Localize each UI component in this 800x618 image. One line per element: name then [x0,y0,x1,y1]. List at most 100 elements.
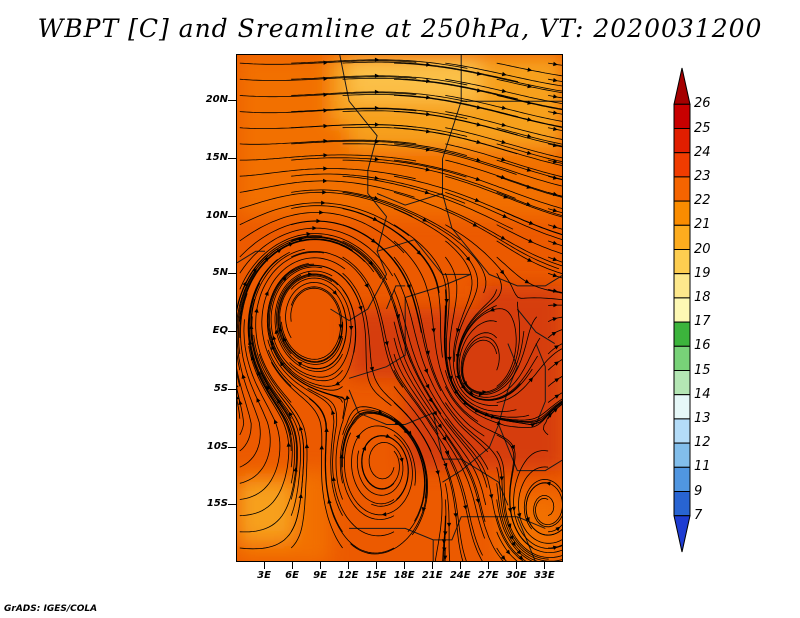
streamline-arrow-75 [528,238,534,243]
lon-tick-mark [348,562,350,569]
colorbar-swatch [673,321,691,347]
streamline-arrow-55 [552,175,558,180]
streamline-arrow-185 [385,433,391,438]
streamline-arrow-11 [501,88,507,93]
lon-tick-label: 15E [365,570,387,581]
streamline-arrow-42 [323,153,328,158]
lat-tick-mark [228,446,236,448]
streamline-arrow-91 [312,226,317,231]
lon-tick-mark [292,562,294,569]
streamline-arrow-146 [554,378,560,383]
streamline-arrow-164 [381,512,387,517]
colorbar-level-label: 19 [694,265,711,281]
streamline-77 [239,211,405,254]
streamline-135 [270,266,343,382]
colorbar-swatch [673,176,691,202]
streamline-98 [239,233,388,290]
streamline-arrow-24 [476,122,482,127]
lat-tick-label: 5N [212,267,228,279]
streamline-arrow-25 [501,122,507,127]
lon-tick-mark [404,562,406,569]
streamline-197 [251,316,301,516]
streamline-arrow-93 [369,366,374,372]
lat-tick-mark [228,157,236,159]
streamline-58 [342,192,487,294]
streamline-arrow-161 [238,400,243,405]
streamline-arrow-87 [425,350,430,356]
streamline-33 [496,127,562,145]
map-svg [237,55,562,561]
streamline-arrow-179 [453,513,458,518]
streamline-arrow-137 [496,420,502,425]
colorbar-swatch [673,466,691,492]
map-panel [236,54,563,562]
streamline-arrow-99 [349,326,354,331]
streamline-arrow-67 [500,235,506,240]
colorbar [672,60,692,564]
streamline-arrow-89 [524,279,530,284]
colorbar-level-label: 18 [694,289,711,305]
streamline-arrow-39 [501,157,506,162]
streamline-arrow-195 [545,481,551,486]
streamline-arrow-82 [527,257,533,262]
streamline-177 [342,412,425,522]
streamline-arrow-90 [552,257,558,262]
streamline-18 [445,95,562,122]
country-border-12 [442,424,500,483]
streamline-arrow-61 [526,201,532,206]
streamline-arrow-65 [416,250,422,256]
streamline-43 [291,157,467,178]
streamlines [237,57,562,561]
streamline-arrow-139 [554,361,560,366]
streamline-arrow-50 [374,175,380,181]
colorbar-swatch [673,200,691,226]
streamline-arrow-56 [323,178,328,184]
streamline-arrow-183 [266,385,271,391]
streamline-arrow-147 [237,385,239,388]
streamline-arrow-62 [552,191,558,196]
streamline-arrow-215 [500,555,506,561]
streamline-189 [239,319,281,500]
streamline-arrow-73 [444,299,449,304]
streamline-arrow-111 [553,302,558,308]
streamline-arrow-189 [273,419,278,425]
streamline-arrow-187 [511,541,516,547]
streamline-125 [547,329,562,339]
colorbar-swatch [673,418,691,444]
streamline-70 [239,202,410,237]
streamline-arrow-77 [319,210,324,215]
streamline-arrow-203 [293,466,298,472]
streamline-arrow-29 [374,122,380,127]
country-border-5 [348,273,471,379]
country-border-4 [376,239,471,275]
colorbar-level-label: 24 [694,144,711,160]
lat-tick-mark [228,388,236,390]
streamline-176 [248,269,293,468]
streamline-arrow-68 [528,220,534,225]
colorbar-level-label: 7 [694,507,703,523]
streamline-arrow-172 [463,505,468,510]
streamline-arrow-132 [554,345,560,350]
lat-tick-label: 10S [206,440,228,452]
streamline-168 [237,254,268,452]
streamline-arrow-107 [297,361,303,367]
streamline-arrow-32 [501,139,507,144]
streamline-arrow-184 [377,409,383,414]
streamline-163 [342,406,429,536]
lon-tick-mark [376,562,378,569]
streamline-183 [249,283,296,484]
streamline-arrow-8 [374,73,380,78]
streamline-212 [270,362,343,549]
streamline-arrow-202 [561,511,562,513]
streamline-175 [237,270,261,468]
streamline-196 [239,346,290,517]
streamline-101 [393,289,489,470]
streamline-arrow-143 [443,462,448,468]
colorbar-swatch [673,297,691,323]
grads-credit: GrADS: IGES/COLA [4,604,98,614]
colorbar-level-label: 9 [694,483,703,499]
field-patch-3 [237,124,350,194]
colorbar-swatch [673,345,691,371]
streamline-arrow-145 [489,307,495,312]
streamline-arrow-209 [555,526,561,532]
